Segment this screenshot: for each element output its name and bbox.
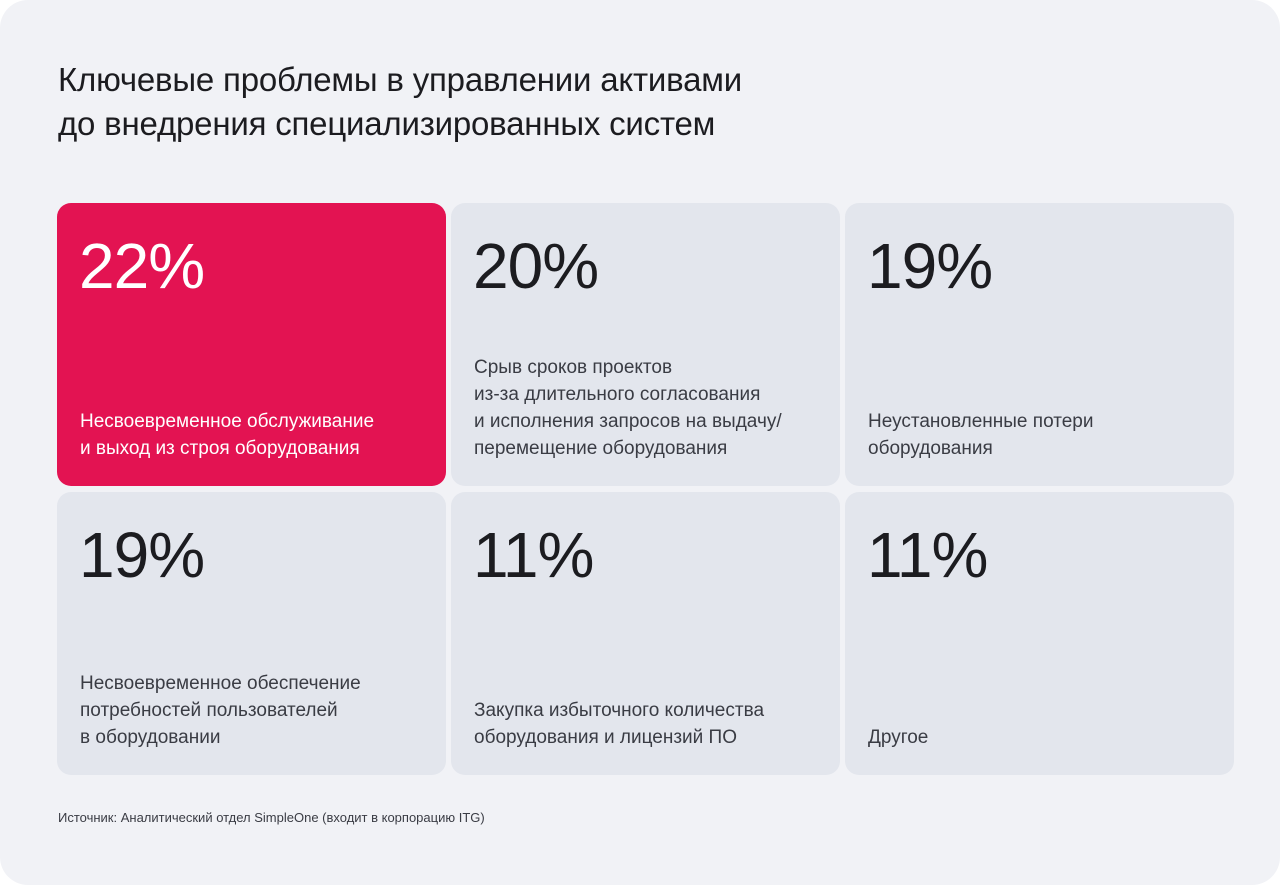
- stat-label: Другое: [868, 724, 1218, 751]
- stat-label-line: Срыв сроков проектов: [474, 357, 673, 378]
- stat-label-line: Несвоевременное обеспечение: [80, 673, 361, 694]
- stat-label-line: оборудования и лицензий ПО: [474, 727, 737, 748]
- stat-label-line: Неустановленные потери: [868, 411, 1094, 432]
- stat-label: Срыв сроков проектов из-за длительного со…: [474, 354, 824, 462]
- stat-value: 22%: [79, 230, 205, 302]
- stats-grid: 22% Несвоевременное обслуживание и выход и…: [57, 203, 1234, 775]
- stat-value: 19%: [79, 519, 205, 591]
- stat-label-line: Закупка избыточного количества: [474, 700, 765, 721]
- stat-label-line: оборудования: [868, 438, 993, 459]
- stat-label-line: из-за длительного согласования: [474, 384, 761, 405]
- stat-label-line: в оборудовании: [80, 727, 221, 748]
- stat-tile: 11% Закупка избыточного количества оборудо…: [451, 492, 840, 775]
- stat-value: 11%: [473, 519, 594, 591]
- stat-label: Несвоевременное обслуживание и выход из с…: [80, 408, 430, 462]
- stat-tile: 19% Неустановленные потери оборудования: [845, 203, 1234, 486]
- stat-label: Закупка избыточного количества оборудован…: [474, 697, 824, 751]
- stat-label-line: перемещение оборудования: [474, 438, 728, 459]
- stat-label-line: Несвоевременное обслуживание: [80, 411, 375, 432]
- stat-tile: 22% Несвоевременное обслуживание и выход и…: [57, 203, 446, 486]
- stat-tile: 19% Несвоевременное обеспечение потребност…: [57, 492, 446, 775]
- source-note: Источник: Аналитический отдел SimpleOne …: [58, 810, 485, 825]
- chart-title-line-1: Ключевые проблемы в управлении активами: [58, 61, 742, 98]
- chart-title: Ключевые проблемы в управлении активами …: [58, 58, 958, 146]
- stat-label-line: и исполнения запросов на выдачу/: [474, 411, 782, 432]
- stat-tile: 20% Срыв сроков проектов из-за длительного…: [451, 203, 840, 486]
- stat-label-line: потребностей пользователей: [80, 700, 338, 721]
- stat-label-line: Другое: [868, 727, 929, 748]
- stat-label-line: и выход из строя оборудования: [80, 438, 360, 459]
- chart-title-line-2: до внедрения специализированных систем: [58, 105, 716, 142]
- stat-label: Несвоевременное обеспечение потребностей …: [80, 670, 430, 751]
- stat-tile: 11% Другое: [845, 492, 1234, 775]
- stat-value: 11%: [867, 519, 988, 591]
- stat-value: 20%: [473, 230, 599, 302]
- stat-value: 19%: [867, 230, 993, 302]
- stat-label: Неустановленные потери оборудования: [868, 408, 1218, 462]
